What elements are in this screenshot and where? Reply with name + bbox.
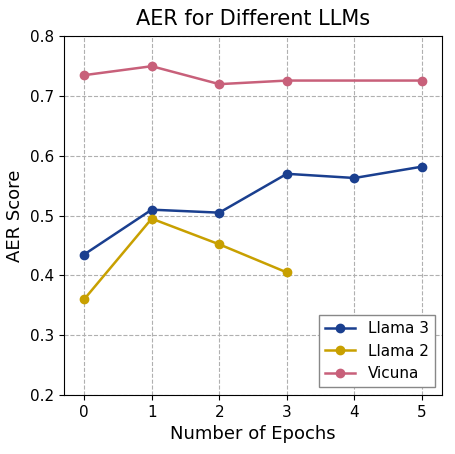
- Llama 3: [216, 210, 222, 215]
- Legend: Llama 3, Llama 2, Vicuna: Llama 3, Llama 2, Vicuna: [318, 315, 434, 387]
- Llama 3: [419, 164, 424, 169]
- Line: Llama 3: Llama 3: [80, 163, 425, 259]
- Llama 3: [81, 252, 86, 257]
- Llama 2: [81, 296, 86, 302]
- Llama 2: [216, 242, 222, 247]
- Vicuna: [216, 81, 222, 87]
- Llama 3: [283, 171, 289, 177]
- Vicuna: [419, 78, 424, 83]
- Line: Vicuna: Vicuna: [80, 62, 425, 89]
- Llama 2: [283, 270, 289, 275]
- X-axis label: Number of Epochs: Number of Epochs: [170, 425, 335, 443]
- Line: Llama 2: Llama 2: [80, 214, 290, 304]
- Llama 3: [149, 207, 154, 212]
- Vicuna: [81, 73, 86, 78]
- Llama 2: [149, 216, 154, 222]
- Vicuna: [149, 64, 154, 69]
- Llama 3: [351, 175, 356, 181]
- Y-axis label: AER Score: AER Score: [6, 169, 24, 262]
- Vicuna: [283, 78, 289, 83]
- Title: AER for Different LLMs: AER for Different LLMs: [136, 9, 369, 29]
